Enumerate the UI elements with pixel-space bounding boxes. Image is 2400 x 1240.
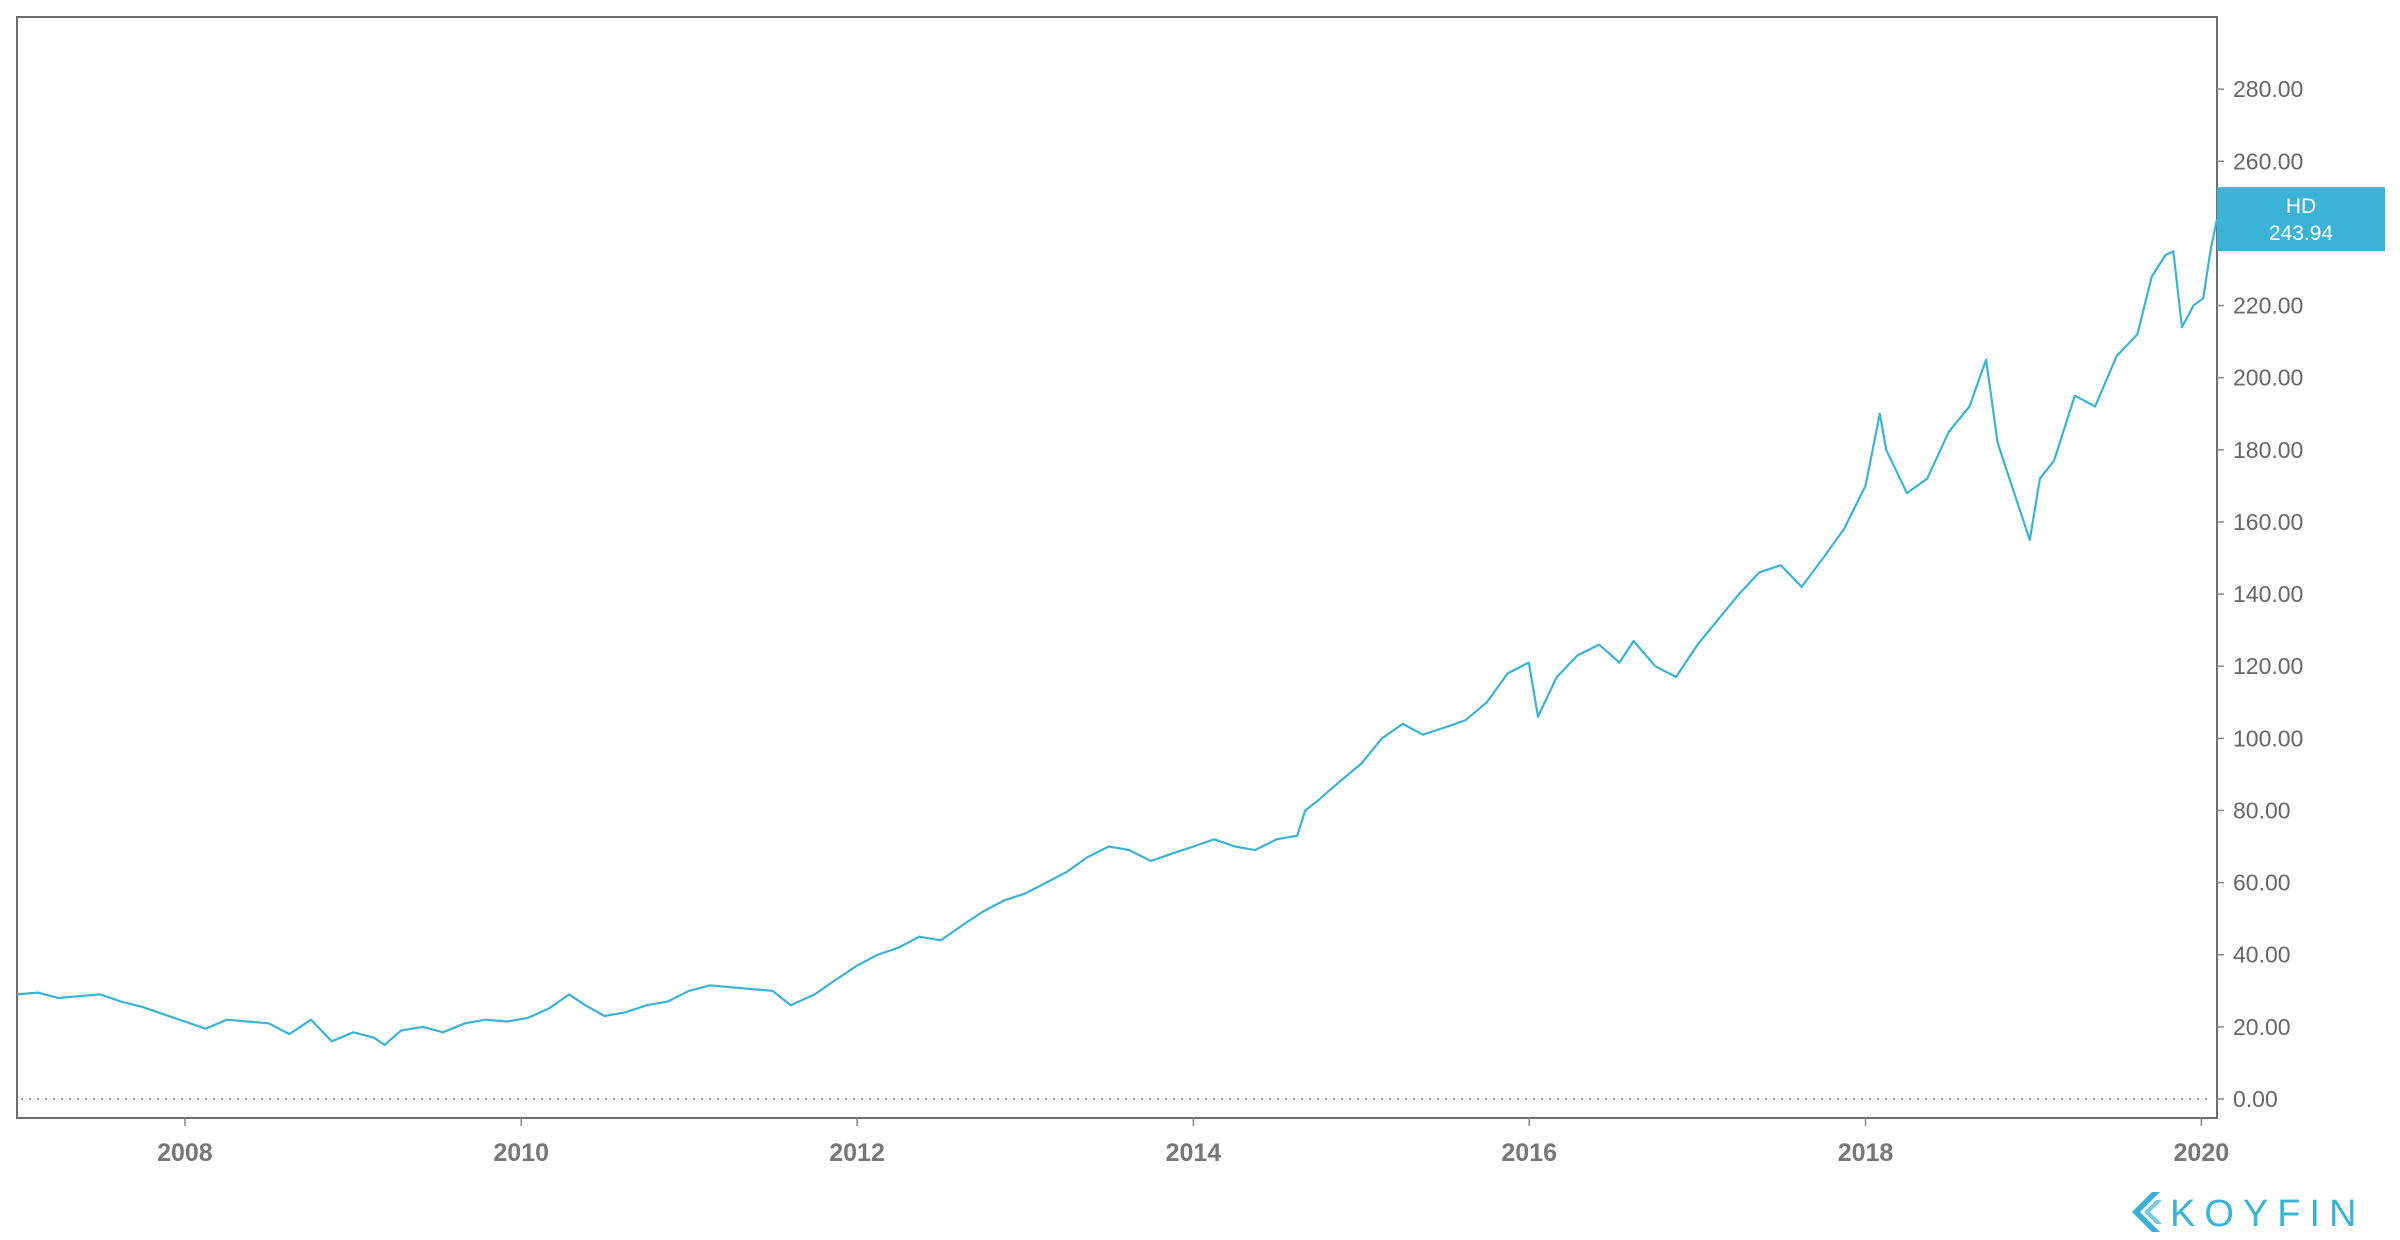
y-tick-label: 100.00 <box>2233 725 2303 751</box>
x-tick-label: 2012 <box>829 1139 885 1167</box>
y-tick-label: 60.00 <box>2233 870 2291 896</box>
x-tick-label: 2018 <box>1838 1139 1894 1167</box>
y-tick-label: 0.00 <box>2233 1086 2278 1112</box>
koyfin-logo-text: KOYFIN <box>2170 1193 2365 1235</box>
last-value-badge-bg <box>2217 187 2385 252</box>
y-tick-label: 260.00 <box>2233 148 2303 174</box>
y-tick-label: 40.00 <box>2233 942 2291 968</box>
x-tick-label: 2020 <box>2174 1139 2230 1167</box>
y-tick-label: 200.00 <box>2233 365 2303 391</box>
y-tick-label: 160.00 <box>2233 509 2303 535</box>
y-tick-label: 180.00 <box>2233 437 2303 463</box>
x-tick-label: 2010 <box>493 1139 549 1167</box>
last-value-badge: HD 243.94 <box>2217 187 2385 252</box>
y-tick-label: 220.00 <box>2233 293 2303 319</box>
last-value-label: 243.94 <box>2269 222 2334 245</box>
koyfin-logo[interactable]: KOYFIN <box>2132 1192 2365 1235</box>
koyfin-logo-icon <box>2132 1192 2162 1232</box>
y-tick-label: 140.00 <box>2233 581 2303 607</box>
x-tick-label: 2008 <box>157 1139 213 1167</box>
y-tick-label: 80.00 <box>2233 797 2291 823</box>
x-tick-label: 2016 <box>1501 1139 1557 1167</box>
series-name-label: HD <box>2286 195 2316 218</box>
hd-price-line[interactable] <box>16 218 2219 1046</box>
x-tick-label: 2014 <box>1166 1139 1222 1167</box>
plot-frame <box>16 16 2218 1119</box>
x-axis: 2008 2010 2012 2014 2016 2018 2020 <box>157 1118 2229 1167</box>
y-tick-label: 280.00 <box>2233 76 2303 102</box>
y-tick-label: 120.00 <box>2233 653 2303 679</box>
y-tick-label: 20.00 <box>2233 1014 2291 1040</box>
